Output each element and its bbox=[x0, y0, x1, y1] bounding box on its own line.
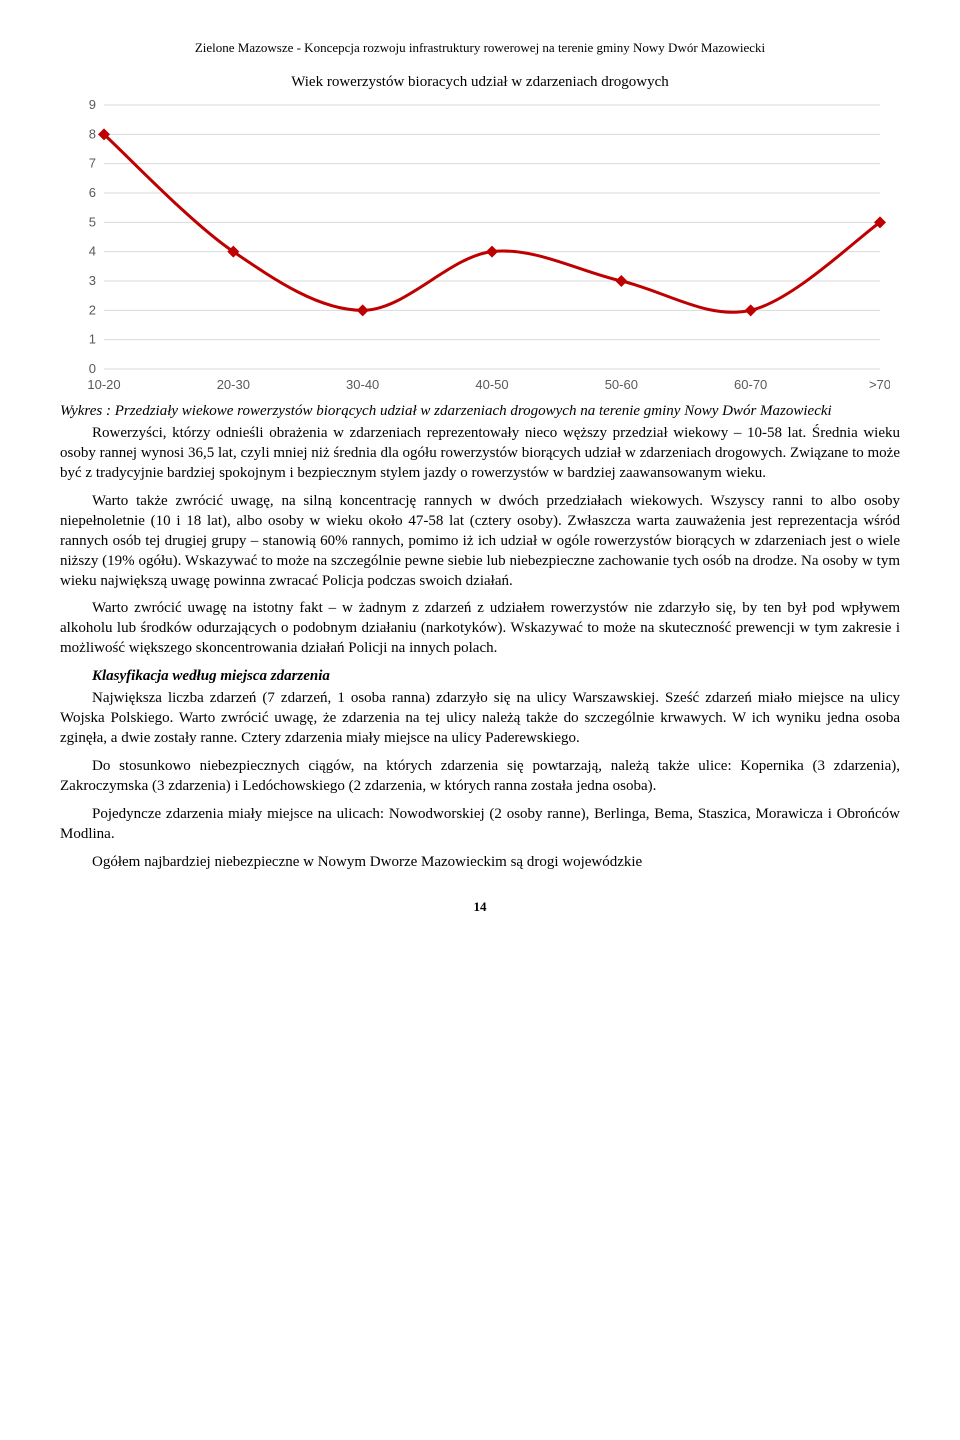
svg-text:4: 4 bbox=[89, 244, 96, 259]
svg-text:20-30: 20-30 bbox=[217, 377, 250, 392]
paragraph-6: Pojedyncze zdarzenia miały miejsce na ul… bbox=[60, 805, 900, 845]
svg-text:1: 1 bbox=[89, 332, 96, 347]
paragraph-1: Rowerzyści, którzy odnieśli obrażenia w … bbox=[60, 424, 900, 484]
chart-title: Wiek rowerzystów bioracych udział w zdar… bbox=[60, 74, 900, 91]
chart-caption: Wykres : Przedziały wiekowe rowerzystów … bbox=[60, 403, 832, 419]
svg-text:3: 3 bbox=[89, 273, 96, 288]
page-number: 14 bbox=[60, 899, 900, 915]
svg-text:9: 9 bbox=[89, 97, 96, 112]
chart-container: Wiek rowerzystów bioracych udział w zdar… bbox=[60, 74, 900, 392]
subheading: Klasyfikacja według miejsca zdarzenia bbox=[60, 667, 900, 687]
body-text: Wykres : Przedziały wiekowe rowerzystów … bbox=[60, 402, 900, 873]
paragraph-4: Największa liczba zdarzeń (7 zdarzeń, 1 … bbox=[60, 689, 900, 749]
svg-text:2: 2 bbox=[89, 302, 96, 317]
caption-text: Wykres : Przedziały wiekowe rowerzystów … bbox=[60, 403, 832, 419]
paragraph-2: Warto także zwrócić uwagę, na silną konc… bbox=[60, 492, 900, 592]
paragraph-5: Do stosunkowo niebezpiecznych ciągów, na… bbox=[60, 757, 900, 797]
line-chart: 0 1 2 3 4 5 6 7 8 9 10-20 20-30 30-40 40-50 50-60 60-70… bbox=[70, 97, 890, 392]
svg-text:7: 7 bbox=[89, 156, 96, 171]
svg-text:0: 0 bbox=[89, 361, 96, 376]
paragraph-7: Ogółem najbardziej niebezpieczne w Nowym… bbox=[60, 853, 900, 873]
svg-text:5: 5 bbox=[89, 214, 96, 229]
svg-text:8: 8 bbox=[89, 126, 96, 141]
svg-text:60-70: 60-70 bbox=[734, 377, 767, 392]
svg-text:10-20: 10-20 bbox=[87, 377, 120, 392]
svg-text:>70: >70 bbox=[869, 377, 890, 392]
svg-text:50-60: 50-60 bbox=[605, 377, 638, 392]
svg-text:6: 6 bbox=[89, 185, 96, 200]
svg-text:40-50: 40-50 bbox=[475, 377, 508, 392]
paragraph-3: Warto zwrócić uwagę na istotny fakt – w … bbox=[60, 599, 900, 659]
page-header: Zielone Mazowsze - Koncepcja rozwoju inf… bbox=[60, 40, 900, 56]
svg-text:30-40: 30-40 bbox=[346, 377, 379, 392]
